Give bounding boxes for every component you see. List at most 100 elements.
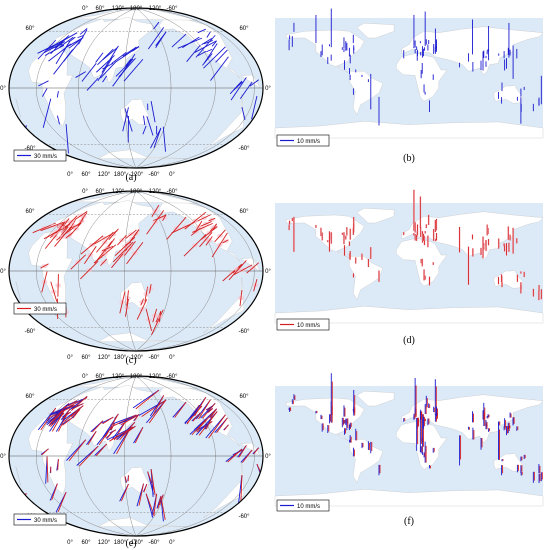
velocity-vector <box>102 62 114 70</box>
tick-label: -120° <box>147 6 162 12</box>
velocity-vector <box>126 290 129 307</box>
panel-label: (b) <box>403 153 415 164</box>
tick-label: 120° <box>98 172 111 178</box>
velocity-vector <box>102 75 108 83</box>
globe-map: 0° 60° 120° 180° -120° -60°0° 60° 120° 180° -120°… <box>0 374 271 546</box>
velocity-vector <box>147 27 165 50</box>
velocity-vector <box>55 40 71 65</box>
panel-b: 10 mm/s (b) <box>272 0 544 182</box>
velocity-vector <box>56 115 61 125</box>
velocity-vector <box>50 281 58 302</box>
velocity-vector <box>120 414 140 426</box>
velocity-vector <box>95 52 104 63</box>
velocity-vector <box>54 226 72 247</box>
velocity-vector <box>206 31 211 38</box>
legend-box <box>276 134 330 147</box>
panel-c-svg: 0° 60° 120° 180° -120° -60°0° 60° 120° 180° -120°… <box>0 189 271 365</box>
velocity-vector <box>51 404 76 418</box>
velocity-vector <box>121 483 129 502</box>
legend-label: 10 mm/s <box>297 323 320 329</box>
legend-label: 30 mm/s <box>34 518 57 524</box>
velocity-vector <box>124 240 136 256</box>
velocity-vector <box>62 408 71 421</box>
velocity-vector <box>140 298 144 306</box>
tick-label: 0° <box>0 86 6 92</box>
velocity-vector <box>68 39 81 49</box>
tick-label: 60° <box>95 374 105 380</box>
velocity-vector <box>199 231 213 248</box>
tick-label: 0° <box>169 172 175 178</box>
velocity-vector <box>238 445 247 458</box>
velocity-vector <box>57 491 67 513</box>
velocity-vector <box>208 414 226 439</box>
velocity-vector <box>77 35 84 39</box>
velocity-vector <box>197 50 207 57</box>
velocity-vector <box>57 274 59 297</box>
velocity-vector <box>198 399 211 420</box>
tick-label: 120° <box>112 189 125 195</box>
landmass-4 <box>28 46 73 127</box>
velocity-vector <box>233 81 243 91</box>
velocity-vector <box>206 48 213 53</box>
tick-label: -60° <box>238 146 250 152</box>
velocity-vector <box>115 58 134 77</box>
velocity-vector <box>40 220 67 232</box>
velocity-vector <box>37 39 57 60</box>
velocity-vector <box>74 210 88 221</box>
velocity-vector <box>242 449 253 463</box>
velocity-vector <box>46 456 49 483</box>
velocity-vector <box>199 220 212 227</box>
landmass-6 <box>274 121 544 139</box>
velocity-vector <box>143 484 148 492</box>
panel-a: 0° 60° 120° 180° -120° -60° 0° 60° 120° 180° -120°… <box>0 0 272 182</box>
velocity-vector <box>194 396 207 417</box>
tick-label: 0° <box>265 454 271 460</box>
tick-label: 60° <box>81 355 91 361</box>
tick-label: 0° <box>82 6 88 12</box>
velocity-vector <box>114 413 119 420</box>
panel-f: 10 mm/s (f) <box>272 366 544 550</box>
velocity-vector <box>119 53 136 77</box>
velocity-vector <box>150 101 156 123</box>
tick-label: 60° <box>95 6 105 12</box>
velocity-vector <box>200 226 218 240</box>
velocity-vector <box>203 46 226 69</box>
velocity-vector <box>147 471 156 493</box>
velocity-vector <box>101 245 114 252</box>
velocity-vector <box>122 46 137 57</box>
tick-label: 60° <box>95 189 105 195</box>
panel-label: (f) <box>404 516 414 527</box>
velocity-vector <box>240 475 243 506</box>
tick-label: 60° <box>81 172 91 178</box>
panel-d: 10 mm/s (d) <box>272 183 544 365</box>
velocity-vector <box>102 416 114 425</box>
velocity-vector <box>106 430 114 439</box>
tick-label: 180° <box>130 189 143 195</box>
velocity-vector <box>94 241 113 264</box>
velocity-vector <box>70 254 87 270</box>
landmass-1 <box>356 23 395 39</box>
velocity-vector <box>143 115 146 125</box>
velocity-vector <box>100 61 117 79</box>
velocity-vector <box>114 236 136 257</box>
legend-box <box>276 499 330 512</box>
velocity-vector <box>122 107 129 132</box>
velocity-vector <box>125 58 132 67</box>
velocity-vector <box>251 95 258 120</box>
tick-label: -60° <box>148 355 160 361</box>
panel-b-svg: 10 mm/s (b) <box>274 8 544 164</box>
velocity-vector <box>211 232 228 258</box>
tick-label: 0° <box>82 189 88 195</box>
error-ellipse <box>26 319 33 324</box>
flat-map <box>274 189 544 324</box>
velocity-vector <box>233 449 243 456</box>
legend-label: 30 mm/s <box>34 154 57 160</box>
velocity-vector <box>150 469 156 496</box>
velocity-vector <box>203 39 213 45</box>
tick-label: 60° <box>239 209 249 215</box>
tick-label: 0° <box>67 540 73 546</box>
velocity-vector <box>146 210 165 235</box>
velocity-vector <box>205 236 213 246</box>
velocity-vector <box>51 483 58 501</box>
velocity-vector <box>142 125 147 135</box>
